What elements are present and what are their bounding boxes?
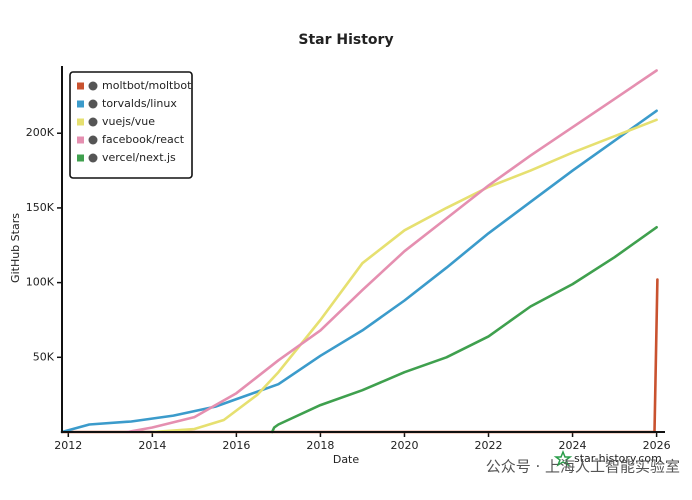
y-axis-label: GitHub Stars: [9, 213, 22, 283]
legend-icon: [88, 135, 98, 145]
plot-area: 2012 2014 2016 2018 2020 2022 2024 2026 50K 100K 1…: [26, 69, 671, 452]
credit-text: star-history.com: [574, 452, 662, 465]
x-axis-label: Date: [333, 453, 360, 466]
series-line: [60, 109, 658, 434]
legend-box: [69, 71, 193, 179]
watermark: 公众号 · 上海人工智能实验室: [486, 458, 680, 476]
legend-label: vercel/next.js: [102, 151, 176, 164]
legend: moltbot/moltbot torvalds/linux vuejs/vue fa…: [69, 71, 193, 179]
series-line: [270, 226, 658, 434]
legend-icon: [88, 153, 98, 163]
y-tick-label: 50K: [33, 350, 55, 363]
x-tick-label: 2026: [643, 439, 671, 452]
x-tick-label: 2018: [306, 439, 334, 452]
x-tick-label: 2014: [138, 439, 166, 452]
x-tick-label: 2024: [559, 439, 587, 452]
legend-icon: [88, 117, 98, 127]
y-tick-label: 200K: [26, 126, 55, 139]
series-line: [151, 118, 658, 434]
credit: star-history.com: [553, 449, 662, 467]
x-tick-label: 2020: [390, 439, 418, 452]
legend-swatch: [77, 136, 84, 144]
legend-label: moltbot/moltbot: [102, 79, 192, 92]
y-tick-label: 100K: [26, 276, 55, 289]
legend-swatch: [77, 82, 84, 90]
chart-title: Star History: [298, 32, 393, 48]
y-tick-label: 150K: [26, 201, 55, 214]
legend-swatch: [77, 118, 84, 126]
series-line: [125, 69, 658, 434]
legend-icon: [88, 81, 98, 91]
legend-label: facebook/react: [102, 133, 185, 146]
x-tick-label: 2012: [54, 439, 82, 452]
legend-label: torvalds/linux: [102, 97, 177, 110]
legend-icon: [88, 99, 98, 109]
legend-swatch: [77, 100, 84, 108]
axes: [61, 66, 665, 433]
legend-label: vuejs/vue: [102, 115, 155, 128]
x-tick-label: 2022: [475, 439, 503, 452]
legend-swatch: [77, 154, 84, 162]
x-tick-label: 2016: [222, 439, 250, 452]
credit-logo: [553, 449, 573, 467]
